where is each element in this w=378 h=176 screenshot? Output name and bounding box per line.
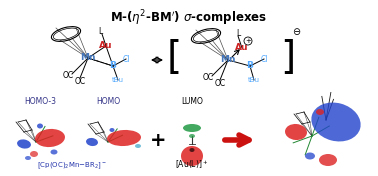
Text: OC: OC (62, 71, 74, 80)
Text: ]: ] (280, 39, 296, 77)
Ellipse shape (285, 124, 307, 140)
Text: tBu: tBu (248, 77, 260, 83)
Text: Au: Au (99, 42, 113, 51)
Ellipse shape (181, 146, 203, 166)
Text: HOMO: HOMO (96, 98, 120, 106)
Ellipse shape (110, 128, 115, 132)
Text: OC: OC (74, 77, 85, 86)
Ellipse shape (189, 148, 195, 152)
Ellipse shape (316, 109, 324, 115)
Ellipse shape (107, 130, 141, 146)
Text: [Au(L)]$^+$: [Au(L)]$^+$ (175, 158, 209, 171)
Text: OC: OC (203, 74, 214, 83)
Text: Cl: Cl (122, 55, 130, 64)
Text: LUMO: LUMO (181, 98, 203, 106)
Text: M-($\eta^2$-BM$'$) $\sigma$-complexes: M-($\eta^2$-BM$'$) $\sigma$-complexes (110, 8, 268, 28)
Text: B: B (110, 61, 116, 71)
Ellipse shape (305, 152, 315, 159)
Text: Mn: Mn (80, 54, 96, 62)
Text: [: [ (166, 39, 181, 77)
Text: Au: Au (235, 42, 249, 52)
Text: +: + (150, 130, 166, 149)
Ellipse shape (17, 139, 31, 149)
Text: Cl: Cl (260, 55, 268, 64)
Ellipse shape (319, 154, 337, 166)
Ellipse shape (86, 138, 98, 146)
Ellipse shape (35, 129, 65, 147)
Ellipse shape (189, 134, 195, 138)
Ellipse shape (37, 124, 43, 128)
Text: HOMO-3: HOMO-3 (24, 98, 56, 106)
Text: Mn: Mn (220, 55, 236, 64)
Text: B: B (246, 61, 253, 71)
Ellipse shape (51, 149, 57, 155)
Ellipse shape (25, 156, 31, 160)
Ellipse shape (135, 144, 141, 148)
Ellipse shape (30, 151, 38, 157)
Text: tBu: tBu (112, 77, 124, 83)
Text: ⊖: ⊖ (292, 27, 300, 37)
Text: [Cp(OC)$_2$Mn$-$BR$_2$]$^-$: [Cp(OC)$_2$Mn$-$BR$_2$]$^-$ (37, 161, 107, 171)
Ellipse shape (311, 103, 361, 142)
Text: +: + (245, 38, 251, 44)
Text: L: L (236, 30, 240, 39)
Text: OC: OC (214, 80, 226, 89)
Text: L: L (98, 27, 102, 36)
Ellipse shape (183, 124, 201, 132)
